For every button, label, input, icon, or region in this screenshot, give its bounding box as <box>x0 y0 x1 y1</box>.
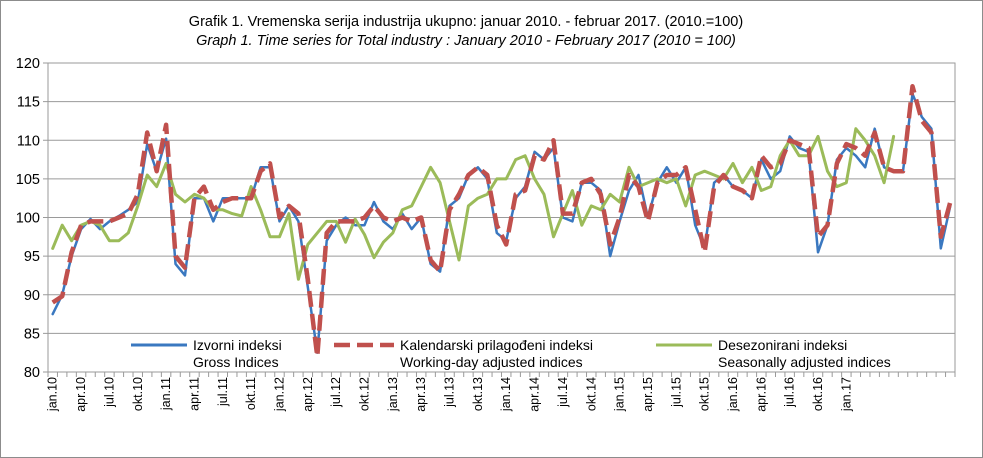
x-tick-label: jan.12 <box>272 377 286 412</box>
x-tick-label: jan.14 <box>499 377 513 412</box>
x-tick-label: apr.13 <box>414 377 428 412</box>
y-tick-label: 120 <box>16 56 40 72</box>
legend-label: Seasonally adjusted indices <box>718 354 891 370</box>
x-tick-label: apr.16 <box>754 377 768 412</box>
x-tick-label: jan.11 <box>159 377 173 411</box>
y-tick-label: 80 <box>24 365 40 381</box>
y-tick-label: 100 <box>16 211 40 227</box>
x-tick-label: jul.16 <box>783 377 797 408</box>
legend-label: Gross Indices <box>193 354 279 370</box>
x-tick-label: apr.12 <box>301 377 315 412</box>
chart-title: Grafik 1. Vremenska serija industrija uk… <box>188 14 744 30</box>
x-tick-label: okt.16 <box>811 377 825 411</box>
series-line-2 <box>51 83 953 359</box>
x-tick-label: jul.10 <box>102 377 116 408</box>
y-tick-label: 115 <box>17 95 40 111</box>
legend-label: Desezonirani indeksi <box>718 337 847 353</box>
x-tick-label: jan.17 <box>839 377 853 412</box>
legend-label: Kalendarski prilagođeni indeksi <box>400 337 593 353</box>
legend-label: Working-day adjusted indices <box>400 354 583 370</box>
x-tick-label: jan.16 <box>726 377 740 412</box>
y-tick-label: 110 <box>17 133 40 149</box>
x-tick-label: jul.14 <box>556 377 570 408</box>
x-tick-label: okt.13 <box>471 377 485 411</box>
legend-label: Izvorni indeksi <box>193 337 282 353</box>
x-tick-label: jul.11 <box>216 377 230 407</box>
x-tick-label: jul.13 <box>443 377 457 408</box>
y-tick-label: 85 <box>24 326 40 342</box>
x-tick-label: apr.11 <box>187 377 201 411</box>
x-tick-label: apr.10 <box>74 377 88 412</box>
x-tick-label: okt.10 <box>131 377 145 411</box>
x-tick-label: okt.15 <box>698 377 712 411</box>
x-tick-label: jul.15 <box>669 377 683 408</box>
x-tick-label: apr.15 <box>641 377 655 412</box>
x-tick-label: apr.14 <box>528 377 542 412</box>
y-tick-label: 95 <box>24 249 40 265</box>
x-tick-label: okt.12 <box>358 377 372 411</box>
x-tick-label: jan.15 <box>613 377 627 412</box>
series-line-3 <box>51 127 896 281</box>
x-tick-label: jan.13 <box>386 377 400 412</box>
x-tick-label: jan.10 <box>46 377 60 412</box>
chart-subtitle: Graph 1. Time series for Total industry … <box>196 33 736 49</box>
y-tick-label: 105 <box>16 172 40 188</box>
x-tick-label: okt.14 <box>584 377 598 411</box>
x-tick-label: okt.11 <box>244 377 258 410</box>
x-tick-label: jul.12 <box>329 377 343 408</box>
y-tick-label: 90 <box>24 288 40 304</box>
